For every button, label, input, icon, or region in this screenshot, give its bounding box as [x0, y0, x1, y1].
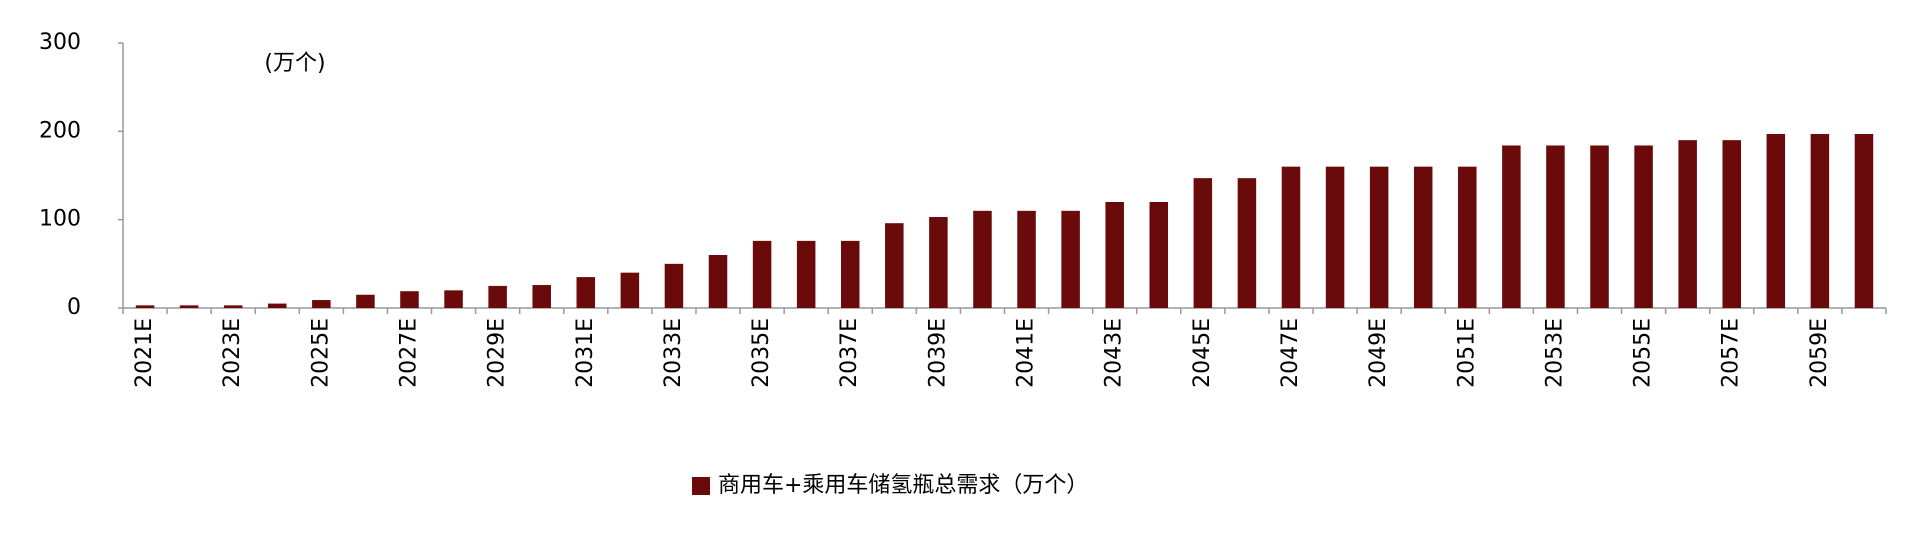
bar: [1193, 178, 1213, 308]
x-tick-label: 2043E: [1102, 318, 1127, 388]
bar: [1149, 202, 1169, 308]
bar: [1766, 133, 1786, 308]
legend-label: 商用车+乘用车储氢瓶总需求（万个）: [718, 473, 1088, 498]
bar: [708, 255, 728, 308]
bar: [268, 303, 287, 308]
x-tick-label: 2027E: [396, 318, 421, 388]
bar: [885, 223, 904, 308]
bar: [356, 294, 375, 308]
bar: [312, 300, 331, 308]
x-tick-label: 2051E: [1454, 318, 1479, 388]
bar: [620, 272, 640, 308]
x-tick-label: 2041E: [1014, 318, 1039, 388]
bar: [929, 217, 948, 308]
x-tick-label: 2057E: [1719, 318, 1744, 388]
x-tick-label: 2025E: [308, 318, 333, 388]
x-tick-label: 2045E: [1190, 318, 1215, 388]
y-tick-label: 0: [67, 295, 81, 320]
bar: [1413, 166, 1433, 308]
x-tick-label: 2023E: [220, 318, 245, 388]
x-tick-label: 2059E: [1807, 318, 1832, 388]
bar: [488, 285, 507, 308]
bar: [1325, 166, 1345, 308]
bar: [752, 240, 772, 308]
bar: [1634, 145, 1653, 308]
x-tick-label: 2029E: [485, 318, 510, 388]
bar: [1237, 178, 1257, 308]
unit-annotation: (万个): [264, 51, 325, 76]
bar: [796, 240, 816, 308]
legend-swatch: [692, 477, 710, 495]
bar: [1369, 166, 1389, 308]
bar: [973, 210, 992, 308]
x-tick-label: 2021E: [132, 318, 157, 388]
bar: [1105, 202, 1124, 308]
bar: [1017, 210, 1036, 308]
bar: [1458, 166, 1477, 308]
bar: [1810, 133, 1830, 308]
bar: [1590, 145, 1609, 308]
bar: [179, 305, 199, 308]
bar: [664, 263, 684, 308]
x-tick-label: 2039E: [925, 318, 950, 388]
bar: [1678, 140, 1697, 308]
bar: [532, 285, 551, 308]
x-tick-label: 2053E: [1542, 318, 1567, 388]
y-tick-label: 100: [39, 207, 81, 232]
bar: [576, 277, 596, 308]
bar: [1854, 133, 1874, 308]
x-tick-label: 2033E: [661, 318, 686, 388]
x-tick-label: 2035E: [749, 318, 774, 388]
x-tick-label: 2047E: [1278, 318, 1303, 388]
y-tick-label: 200: [39, 118, 81, 143]
x-tick-label: 2031E: [573, 318, 598, 388]
bar: [1061, 210, 1080, 308]
bar: [223, 305, 243, 308]
bar: [400, 291, 419, 308]
bar: [1281, 166, 1301, 308]
x-tick-label: 2037E: [837, 318, 862, 388]
bar: [444, 290, 463, 308]
y-tick-label: 300: [39, 30, 81, 55]
x-tick-label: 2055E: [1631, 318, 1656, 388]
bar: [840, 240, 860, 308]
x-tick-label: 2049E: [1366, 318, 1391, 388]
bar: [1722, 140, 1741, 308]
bar: [1546, 145, 1565, 308]
bar: [1502, 145, 1521, 308]
bar: [135, 305, 155, 308]
